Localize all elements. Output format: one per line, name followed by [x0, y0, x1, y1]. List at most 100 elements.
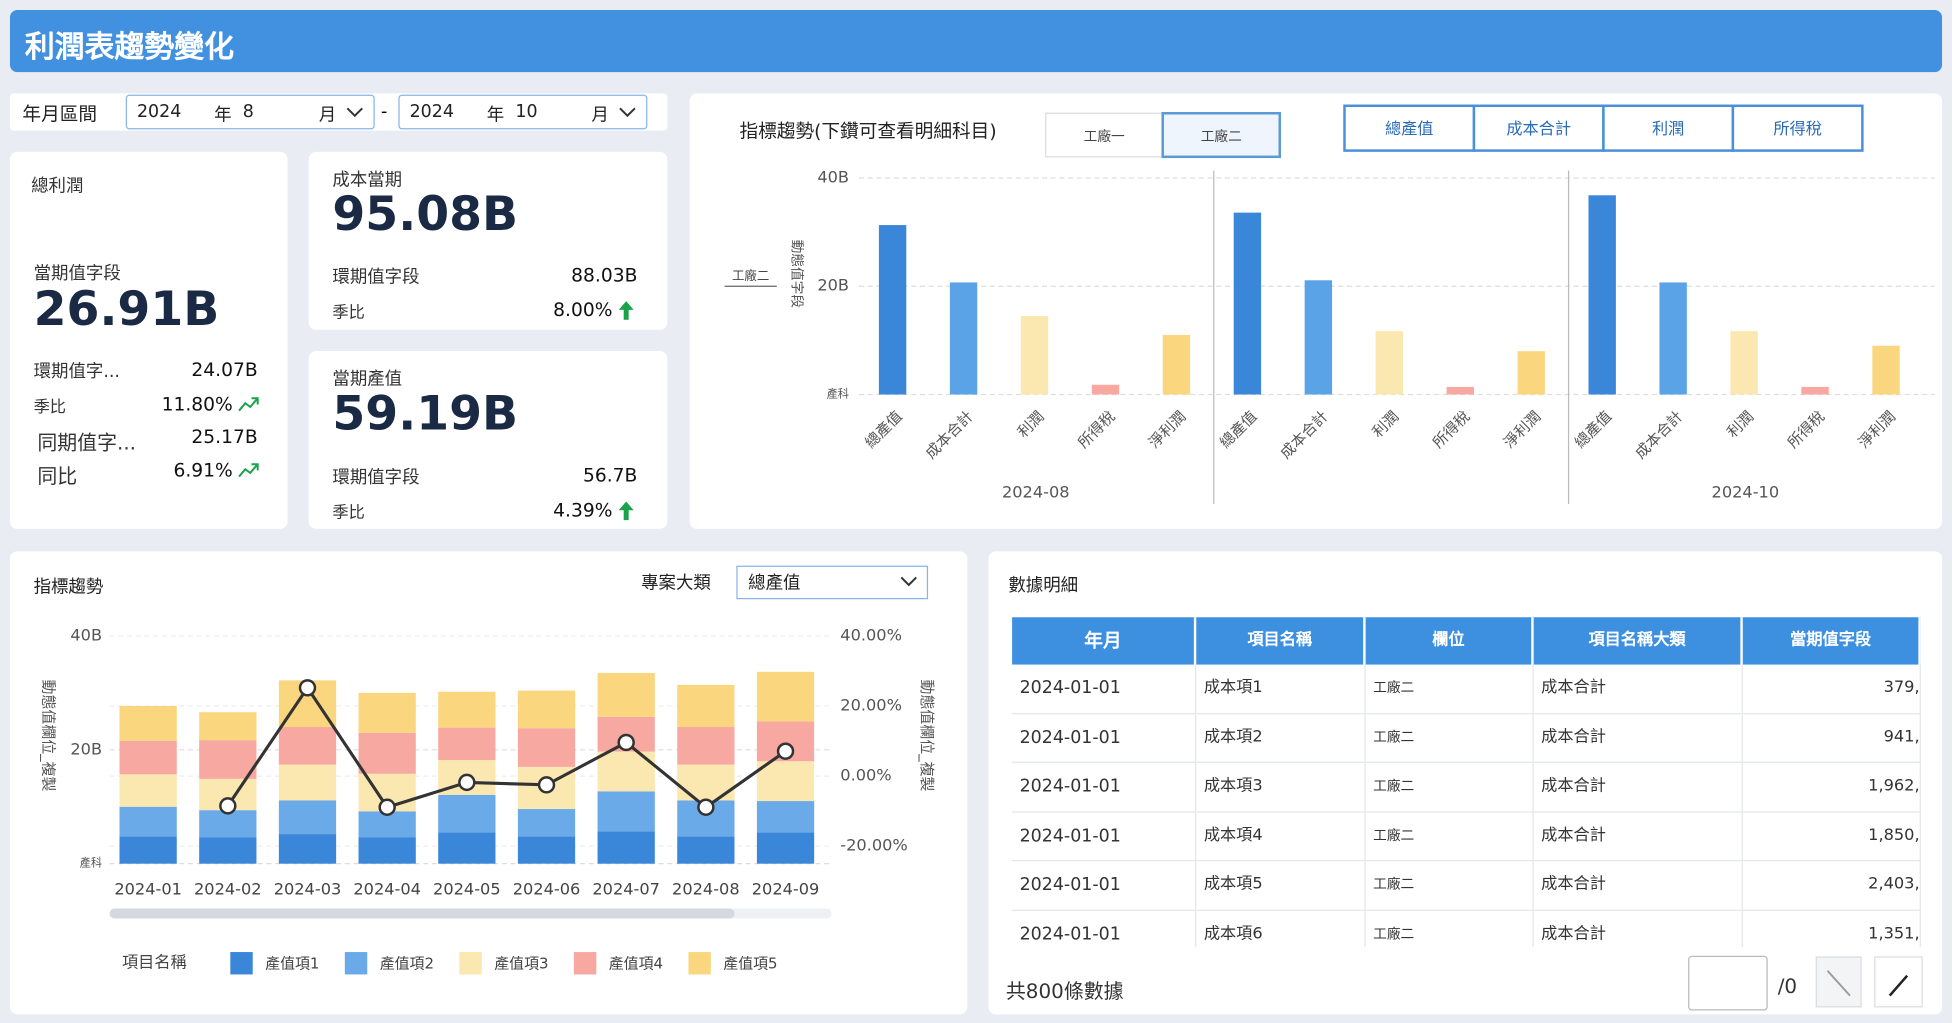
end-year: 2024 — [409, 102, 454, 122]
y-tick-label: 40B — [70, 625, 102, 644]
start-select[interactable]: 2024 年 8 月 — [125, 94, 375, 130]
line-point — [298, 679, 317, 697]
table-cell: 成本項5 — [1196, 861, 1366, 911]
end-select[interactable]: 2024 年 10 月 — [398, 94, 648, 130]
bar — [878, 225, 907, 395]
table-cell: 2,403, — [1742, 861, 1921, 911]
table-cell: 2024-01-01 — [1012, 664, 1197, 714]
kpi-value: 95.08B — [332, 186, 519, 242]
table-cell: 成本合計 — [1533, 664, 1743, 714]
x-tick-label: 2024-05 — [433, 879, 501, 898]
x-tick-label: 淨利潤 — [1500, 407, 1544, 451]
y2-tick-label: 0.00% — [840, 766, 891, 785]
kpi-value: 59.19B — [332, 385, 519, 441]
bar-segment — [597, 831, 655, 864]
group-label: 2024-08 — [1002, 482, 1070, 501]
scrollbar-thumb[interactable] — [109, 908, 735, 919]
table-cell: 成本項3 — [1196, 762, 1366, 813]
legend-swatch — [459, 952, 482, 975]
x-tick-label: 2024-08 — [672, 879, 740, 898]
kpi-row-value: 6.91% — [173, 459, 233, 482]
kpi-row-value: 8.00% — [553, 298, 613, 322]
table-cell: 成本合計 — [1533, 762, 1743, 813]
table-cell: 2024-01-01 — [1012, 812, 1197, 862]
group-label: 2024-10 — [1712, 482, 1780, 501]
end-month: 10 — [515, 102, 538, 122]
table-cell: 1,850, — [1742, 812, 1921, 862]
tab[interactable] — [1045, 112, 1164, 158]
page-input[interactable] — [1688, 955, 1768, 1011]
bar — [1233, 212, 1262, 395]
filter-select[interactable] — [736, 565, 929, 600]
y2-axis-title: 動態值欄位_複製 — [918, 680, 936, 792]
bar-segment — [119, 774, 177, 807]
table-cell: 成本合計 — [1533, 713, 1743, 763]
bar — [949, 282, 978, 395]
x-tick-label: 2024-09 — [752, 879, 820, 898]
y2-tick-label: 40.00% — [840, 625, 902, 644]
x-tick-label: 2024-03 — [274, 879, 342, 898]
kpi-card: 總利潤 當期值字段 26.91B 環期值字... 24.07B 季比 11.80… — [9, 151, 288, 529]
bar-segment — [278, 800, 337, 835]
end-month-unit: 月 — [591, 105, 609, 126]
bar-segment — [438, 832, 496, 864]
kpi-title: 總利潤 — [31, 176, 84, 197]
table-header-cell: 當期值字段 — [1742, 617, 1921, 665]
page-buttons[interactable] — [1815, 956, 1927, 1008]
bar-segment — [756, 671, 815, 722]
table-cell: 2024-01-01 — [1012, 713, 1197, 763]
metric-button[interactable] — [1602, 104, 1735, 152]
bar — [1588, 195, 1616, 395]
bar-segment — [677, 727, 735, 765]
filter-bar: 年月區間 2024 年 8 月 - 2024 年 10 月 — [9, 93, 668, 131]
bar-segment — [756, 761, 815, 802]
y-tick-label: 20B — [70, 739, 102, 758]
bar-segment — [517, 809, 576, 837]
table-cell: 成本項1 — [1196, 664, 1366, 714]
bar — [1091, 384, 1120, 395]
metric-button[interactable] — [1343, 104, 1476, 152]
chevron — [900, 576, 917, 587]
metric-button[interactable] — [1731, 104, 1864, 152]
x-tick-label: 淨利潤 — [1145, 407, 1189, 451]
x-tick-label: 總產值 — [1571, 407, 1615, 451]
bar-segment — [677, 764, 735, 801]
tab-label: 工廠一 — [1084, 128, 1125, 145]
table-footer: 共800條數據 /0 — [988, 947, 1943, 1015]
kpi-row-value: 56.7B — [582, 464, 638, 487]
bar-segment — [438, 794, 496, 833]
bar — [1162, 334, 1191, 395]
filter-separator: - — [380, 102, 388, 122]
bar-segment — [677, 684, 735, 728]
header: 利潤表趨勢變化 — [9, 9, 1943, 73]
x-tick-label: 所得稅 — [1429, 407, 1473, 451]
bar — [1801, 386, 1829, 395]
kpi-row-label: 季比 — [332, 504, 365, 523]
bar — [1730, 331, 1758, 395]
start-month-unit: 月 — [318, 105, 337, 126]
trend-icon — [238, 397, 259, 412]
kpi-row-label: 同比 — [37, 464, 78, 488]
up-arrow — [618, 301, 634, 320]
bar-segment — [438, 691, 496, 728]
table-header-cell: 欄位 — [1365, 617, 1534, 665]
table-cell: 工廠二 — [1365, 713, 1534, 763]
table-header-cell: 項目名稱大類 — [1533, 617, 1743, 665]
tab[interactable] — [1161, 112, 1282, 159]
bar — [1517, 351, 1545, 395]
bar-segment — [358, 732, 416, 774]
x-tick-label: 2024-01 — [114, 879, 182, 898]
table-cell: 2024-01-01 — [1012, 861, 1197, 911]
bar-segment — [278, 764, 337, 801]
x-tick-label: 成本合計 — [1277, 407, 1332, 462]
filter-label: 專案大類 — [641, 574, 711, 594]
x-tick-label: 成本合計 — [1631, 407, 1686, 462]
y-tick-label: 產科 — [80, 856, 102, 870]
kpi-row-value: 25.17B — [191, 425, 258, 449]
table-cell: 成本合計 — [1533, 812, 1743, 862]
table-panel: 數據明細 年月 項目名稱 欄位 項目名稱大類 當期值字段 2024-01-01 成本項1 工廠… — [988, 551, 1943, 1015]
bar-segment — [597, 672, 655, 717]
table-title: 數據明細 — [1008, 576, 1079, 597]
